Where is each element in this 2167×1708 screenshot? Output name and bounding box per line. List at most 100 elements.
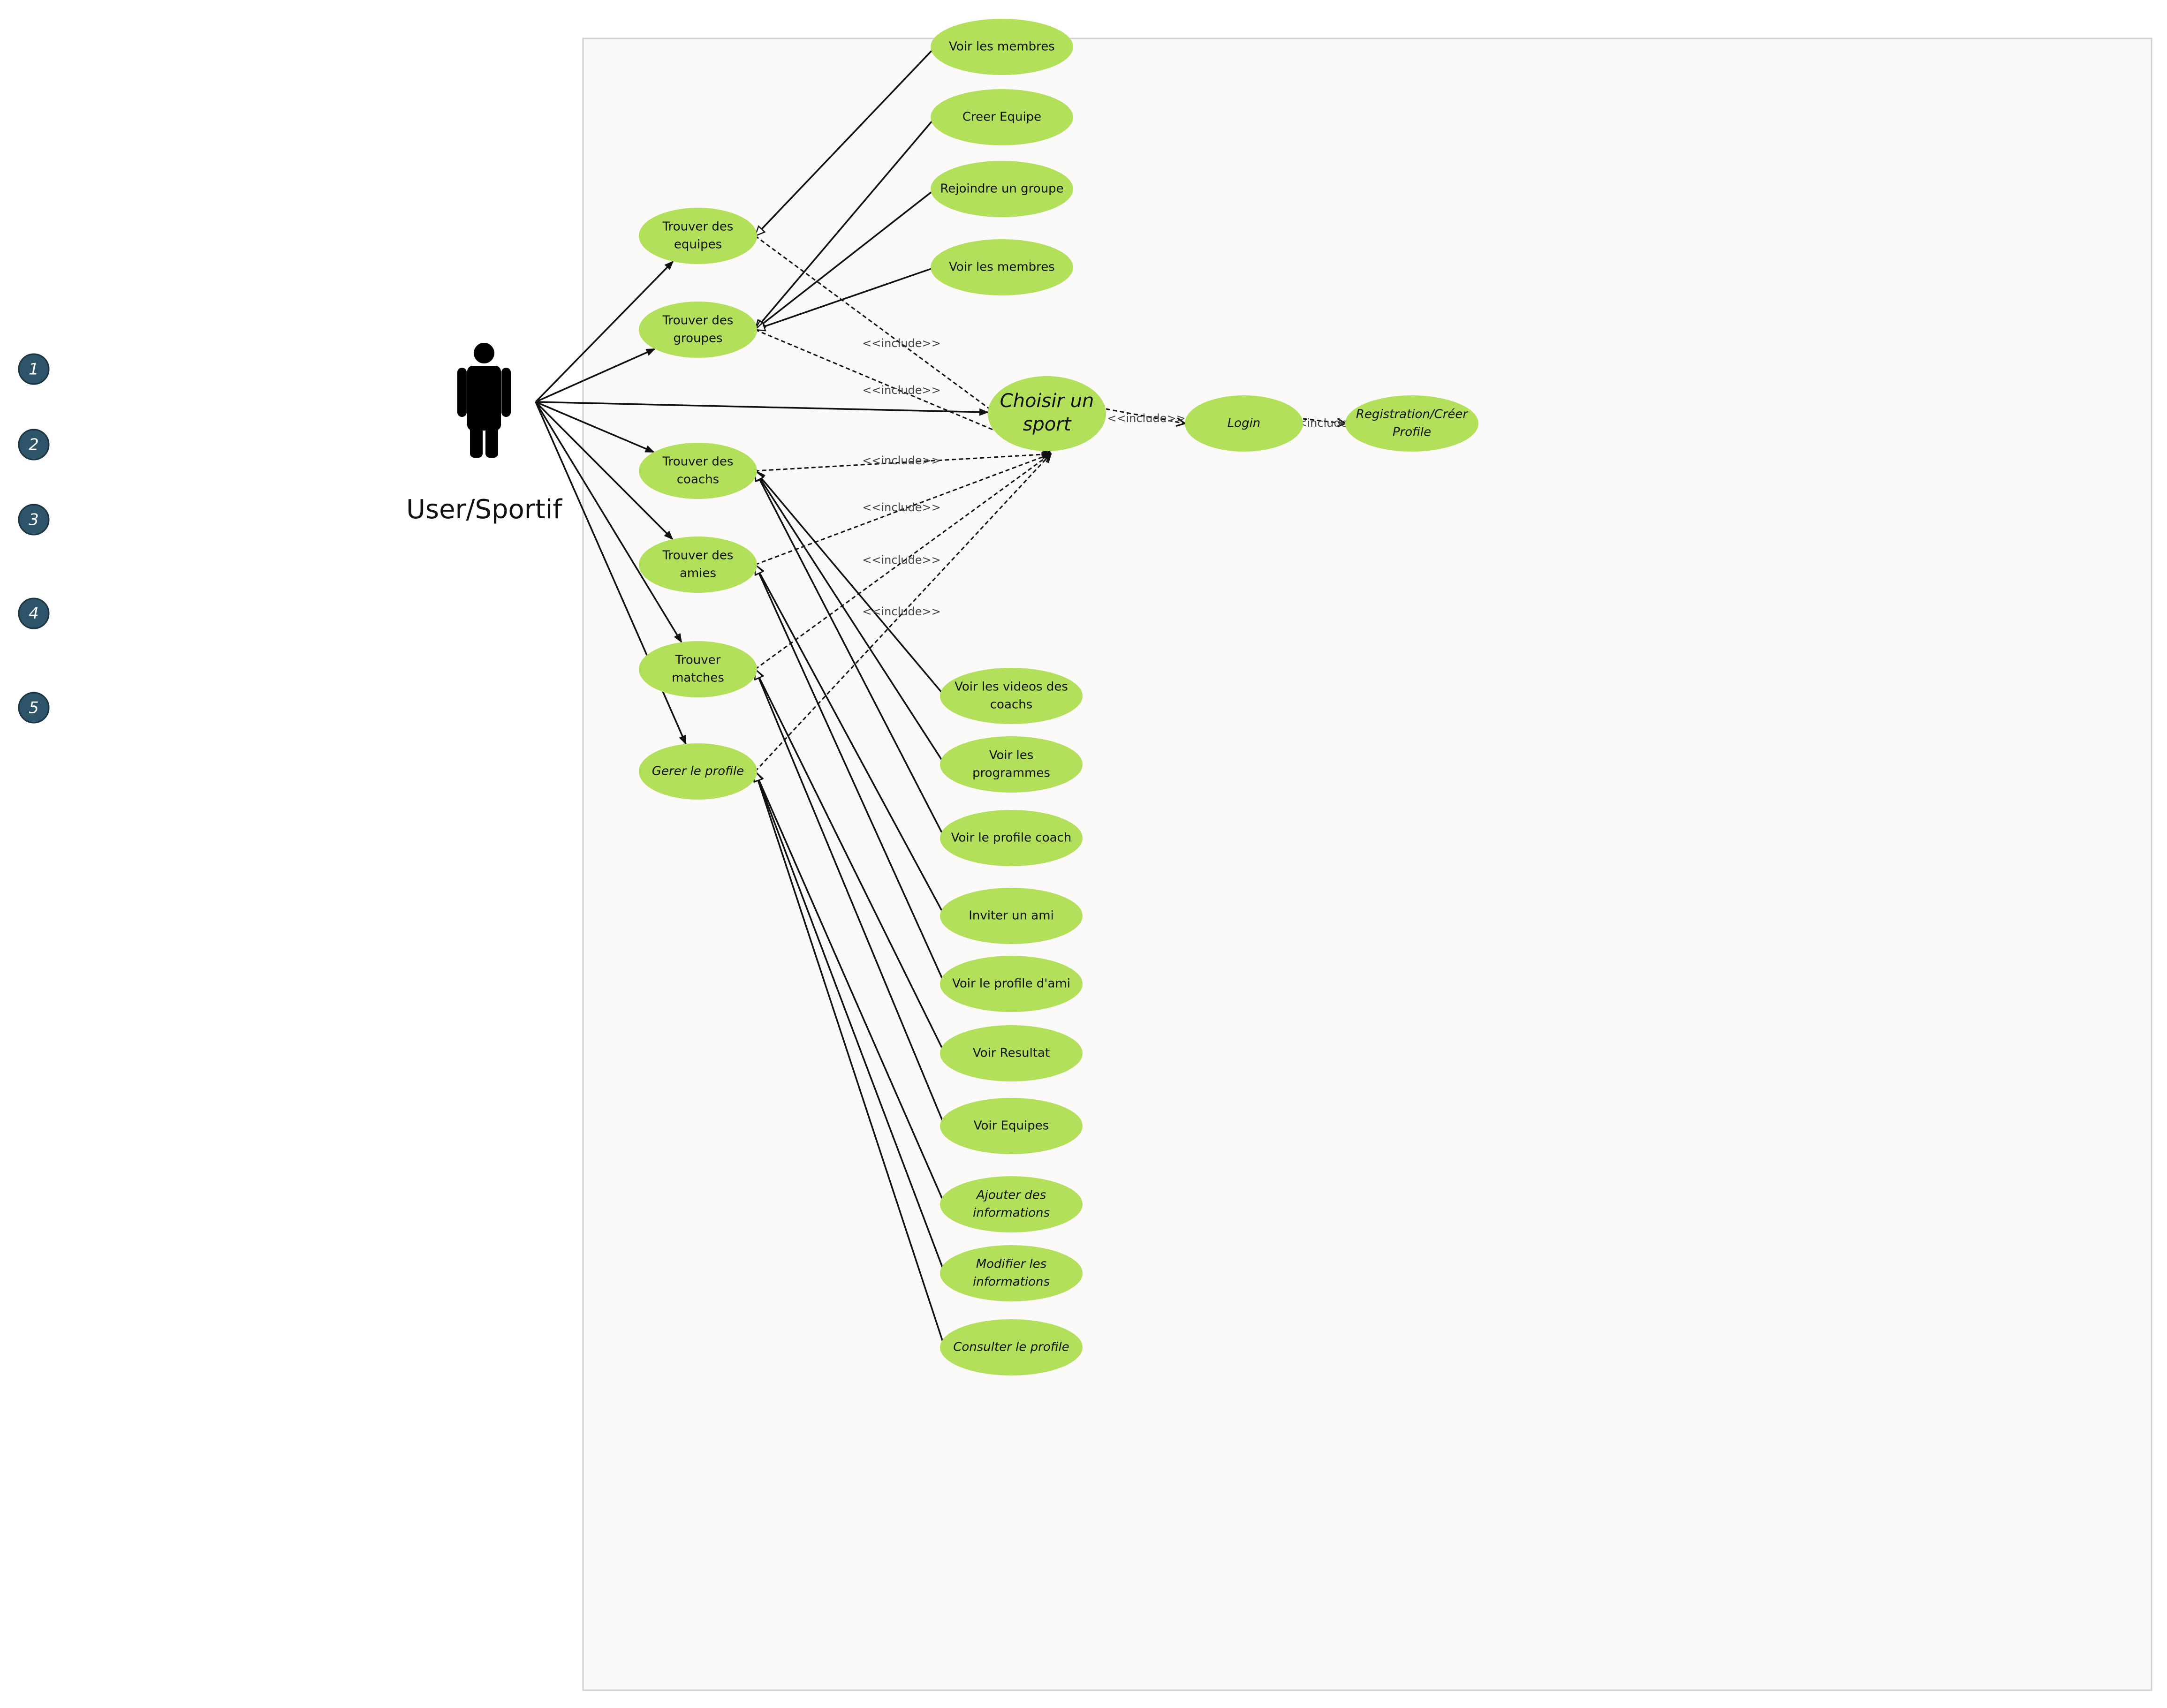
include-label: <<include>> — [862, 454, 940, 467]
use-case-ellipse — [639, 302, 757, 358]
use-case-label: groupes — [673, 332, 722, 346]
use-case-voir-programmes[interactable]: Voir les programmes — [940, 736, 1083, 793]
generalization-line-consulter-profile — [755, 771, 946, 1348]
step-markers: 1 2 3 4 5 — [18, 353, 50, 724]
association-line-trouver-amies — [535, 401, 674, 540]
use-case-ellipse — [639, 537, 757, 593]
step-marker-circle — [18, 597, 50, 629]
association-line-trouver-equipes — [535, 260, 674, 403]
generalization-line-voir-membres-2 — [755, 266, 936, 330]
use-case-label: Ajouter des — [976, 1188, 1046, 1202]
generalization-line-inviter-ami — [754, 565, 946, 916]
use-case-login[interactable]: Login — [1185, 395, 1303, 452]
include-labels: <<include>> <<include>> <<include>> <<inclu… — [862, 337, 1366, 618]
use-case-ellipse — [940, 1176, 1083, 1232]
include-line-gerer-profile — [754, 454, 1051, 772]
use-case-label: Trouver — [675, 653, 721, 667]
use-case-consulter-profile[interactable]: Consulter le profile — [940, 1319, 1083, 1375]
use-case-ellipse — [940, 1025, 1083, 1081]
use-case-ellipse — [940, 1319, 1083, 1375]
use-case-ellipse — [931, 239, 1073, 295]
use-case-ellipse — [639, 743, 757, 800]
use-case-ellipse — [940, 1245, 1083, 1301]
step-marker-5[interactable]: 5 — [18, 692, 50, 724]
generalization-line-creer-equipe — [755, 116, 936, 330]
use-case-label: Voir les membres — [949, 260, 1055, 274]
use-case-creer-equipe[interactable]: Creer Equipe — [931, 89, 1073, 145]
use-case-label: Voir les membres — [949, 40, 1055, 54]
use-case-label: Voir Resultat — [973, 1046, 1050, 1060]
use-case-rejoindre-groupe[interactable]: Rejoindre un groupe — [931, 161, 1073, 217]
generalization-line-voir-profile-coach — [754, 471, 946, 839]
use-case-ellipse — [988, 376, 1106, 451]
step-marker-4[interactable]: 4 — [18, 597, 50, 629]
include-label: <<include>> — [1107, 412, 1185, 425]
use-case-ellipse — [1185, 395, 1303, 452]
relationship-lines — [535, 46, 1345, 1348]
use-case-label: Choisir un — [1000, 390, 1094, 412]
step-marker-2[interactable]: 2 — [18, 429, 50, 461]
generalization-line-voir-videos — [755, 471, 946, 697]
use-case-trouver-groupes[interactable]: Trouver des groupes — [639, 302, 757, 358]
use-case-ellipse — [940, 668, 1083, 724]
generalization-line-voir-programmes — [755, 471, 946, 765]
use-case-registration[interactable]: Registration/Créer Profile — [1345, 395, 1478, 452]
use-case-voir-videos[interactable]: Voir les videos des coachs — [940, 668, 1083, 724]
use-case-trouver-matches[interactable]: Trouver matches — [639, 641, 757, 697]
use-case-trouver-equipes[interactable]: Trouver des equipes — [639, 208, 757, 264]
use-case-voir-membres-2[interactable]: Voir les membres — [931, 239, 1073, 295]
use-case-modifier-infos[interactable]: Modifier les informations — [940, 1245, 1083, 1301]
generalization-line-voir-membres-1 — [755, 46, 936, 236]
use-case-label: Rejoindre un groupe — [940, 182, 1063, 196]
include-line-choisir-sport — [1106, 408, 1185, 423]
use-case-label: Trouver des — [662, 220, 734, 234]
use-case-ellipse — [931, 89, 1073, 145]
use-case-ellipse — [940, 956, 1083, 1012]
actor-user-sportif[interactable]: User/Sportif — [406, 343, 562, 525]
include-line-trouver-amies — [755, 454, 1051, 566]
use-case-voir-membres-1[interactable]: Voir les membres — [931, 19, 1073, 75]
use-case-ellipse — [639, 641, 757, 697]
generalization-line-voir-equipes — [755, 669, 946, 1126]
use-case-label: Login — [1227, 416, 1261, 431]
system-boundary — [582, 38, 2152, 1691]
include-label: <<include>> — [862, 605, 940, 618]
use-case-voir-profile-ami[interactable]: Voir le profile d'ami — [940, 956, 1083, 1012]
use-case-label: equipes — [674, 238, 722, 252]
include-line-trouver-groupes — [755, 329, 1051, 454]
use-case-trouver-amies[interactable]: Trouver des amies — [639, 537, 757, 593]
step-marker-circle — [18, 429, 50, 461]
use-case-label: Registration/Créer — [1356, 408, 1469, 422]
use-case-ellipse — [940, 810, 1083, 866]
use-case-label: Inviter un ami — [969, 909, 1054, 923]
use-case-label: Creer Equipe — [962, 110, 1041, 124]
use-case-ajouter-infos[interactable]: Ajouter des informations — [940, 1176, 1083, 1232]
use-case-label: coachs — [990, 698, 1032, 712]
generalization-line-rejoindre-groupe — [755, 188, 936, 330]
association-line-trouver-matches — [535, 401, 682, 643]
use-case-label: sport — [1023, 414, 1072, 435]
use-case-voir-equipes[interactable]: Voir Equipes — [940, 1098, 1083, 1154]
use-case-label: Consulter le profile — [953, 1340, 1069, 1354]
use-case-inviter-ami[interactable]: Inviter un ami — [940, 888, 1083, 944]
include-label: <<include>> — [862, 337, 940, 350]
use-case-gerer-profile[interactable]: Gerer le profile — [639, 743, 757, 800]
use-case-voir-profile-coach[interactable]: Voir le profile coach — [940, 810, 1083, 866]
generalization-line-voir-profile-ami — [754, 565, 946, 984]
use-case-label: Voir le profile d'ami — [952, 977, 1070, 991]
use-case-trouver-coachs[interactable]: Trouver des coachs — [639, 443, 757, 499]
generalization-line-ajouter-infos — [754, 771, 946, 1205]
step-marker-1[interactable]: 1 — [18, 353, 50, 385]
include-label: <<include>> — [862, 553, 940, 567]
step-marker-number: 5 — [29, 699, 39, 718]
include-line-trouver-coachs — [755, 454, 1051, 472]
association-line-trouver-groupes — [535, 348, 656, 403]
use-case-voir-resultat[interactable]: Voir Resultat — [940, 1025, 1083, 1081]
use-case-label: amies — [680, 567, 716, 581]
use-case-ellipse — [931, 161, 1073, 217]
step-marker-3[interactable]: 3 — [18, 504, 50, 536]
step-marker-circle — [18, 692, 50, 724]
generalization-line-modifier-infos — [755, 771, 946, 1274]
